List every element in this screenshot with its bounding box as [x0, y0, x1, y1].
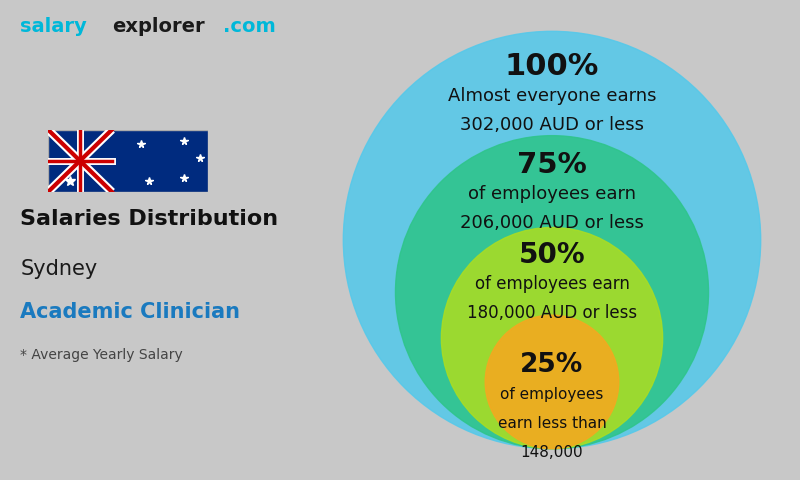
Text: explorer: explorer — [113, 17, 205, 36]
Text: Almost everyone earns: Almost everyone earns — [448, 87, 656, 105]
Text: 302,000 AUD or less: 302,000 AUD or less — [460, 116, 644, 134]
Text: Academic Clinician: Academic Clinician — [20, 302, 240, 323]
Text: of employees earn: of employees earn — [474, 275, 630, 293]
Circle shape — [395, 136, 709, 449]
Text: 206,000 AUD or less: 206,000 AUD or less — [460, 214, 644, 232]
Text: of employees: of employees — [500, 387, 604, 402]
Text: 75%: 75% — [517, 151, 587, 179]
Text: .com: .com — [223, 17, 276, 36]
Text: * Average Yearly Salary: * Average Yearly Salary — [20, 348, 183, 362]
Text: Sydney: Sydney — [20, 259, 98, 279]
Text: of employees earn: of employees earn — [468, 185, 636, 203]
Circle shape — [486, 315, 618, 449]
Text: 50%: 50% — [518, 240, 586, 269]
Text: Salaries Distribution: Salaries Distribution — [20, 209, 278, 229]
Text: 25%: 25% — [520, 352, 584, 378]
Circle shape — [343, 31, 761, 449]
Circle shape — [442, 228, 662, 449]
Text: 180,000 AUD or less: 180,000 AUD or less — [467, 304, 637, 322]
Text: 148,000: 148,000 — [521, 445, 583, 460]
Text: salary: salary — [20, 17, 87, 36]
Text: 100%: 100% — [505, 52, 599, 81]
Text: earn less than: earn less than — [498, 416, 606, 431]
